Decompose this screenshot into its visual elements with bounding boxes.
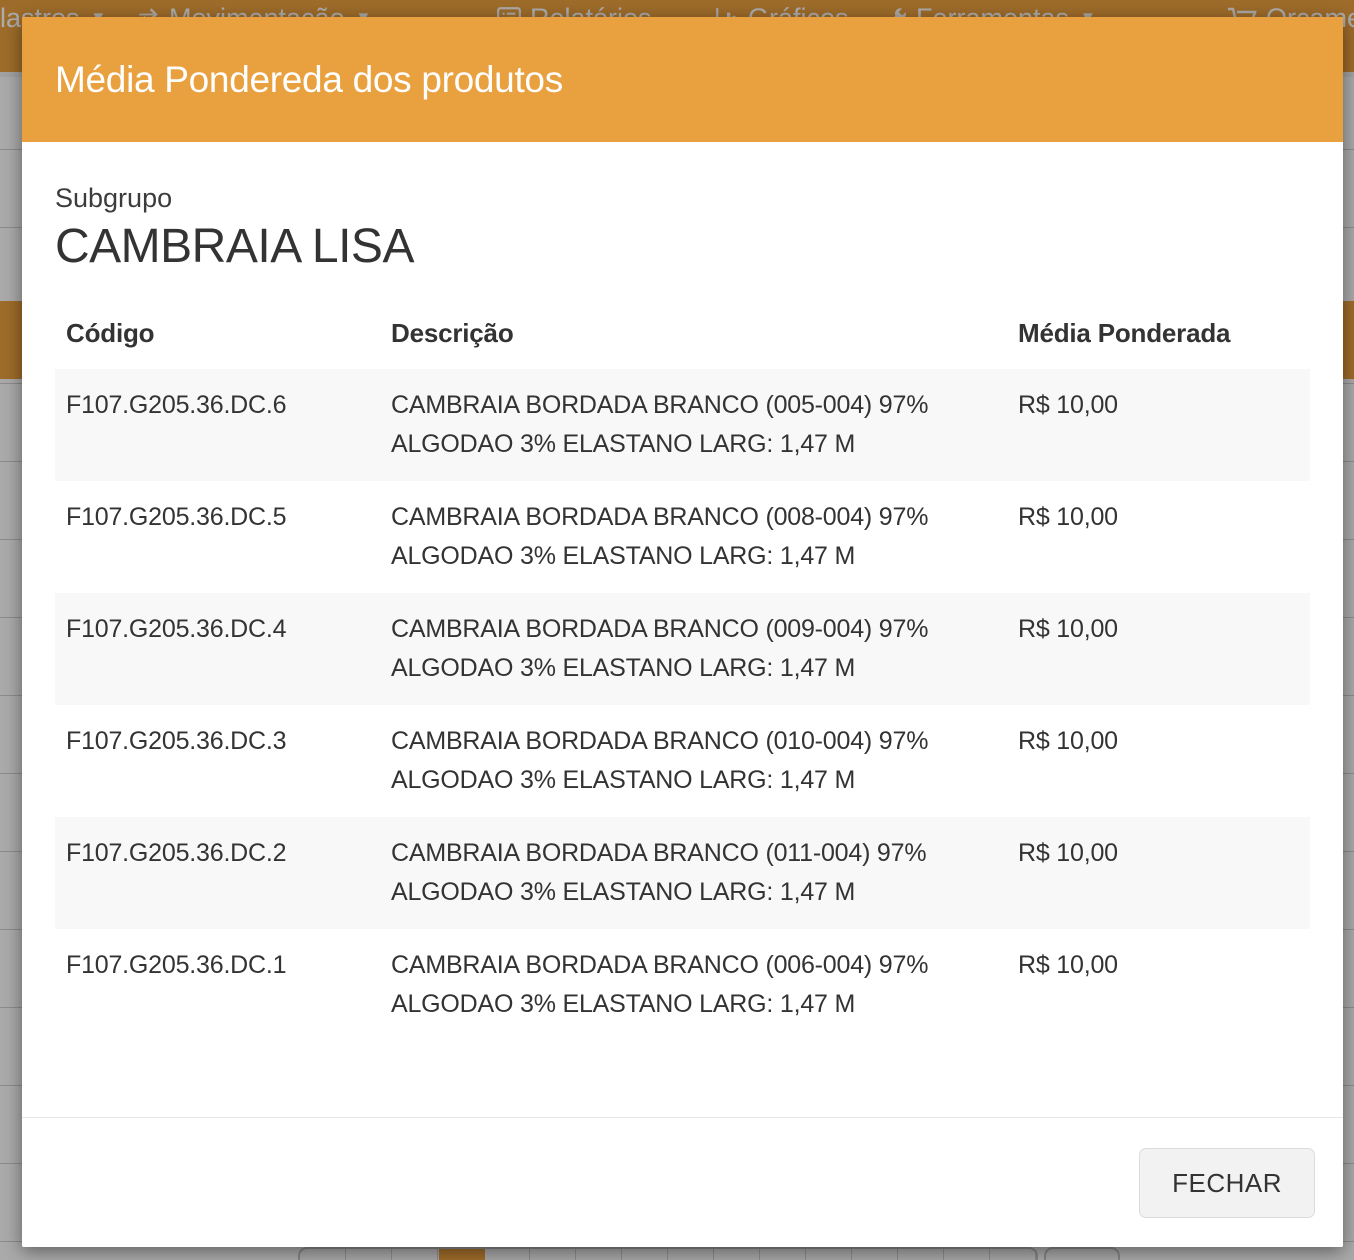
cell-descricao: CAMBRAIA BORDADA BRANCO (009-004) 97% AL… — [391, 615, 929, 682]
weighted-average-modal: Média Pondereda dos produtos Subgrupo CA… — [22, 17, 1343, 1247]
pagination-active-page[interactable] — [439, 1249, 485, 1260]
cell-media: R$ 10,00 — [1018, 727, 1118, 755]
modal-header: Média Pondereda dos produtos — [22, 17, 1343, 142]
cell-descricao: CAMBRAIA BORDADA BRANCO (008-004) 97% AL… — [391, 503, 929, 570]
cell-codigo: F107.G205.36.DC.3 — [66, 727, 287, 755]
table-header-row: Código Descrição Média Ponderada — [55, 306, 1310, 369]
cell-descricao: CAMBRAIA BORDADA BRANCO (005-004) 97% AL… — [391, 391, 929, 458]
table-row: F107.G205.36.DC.6 CAMBRAIA BORDADA BRANC… — [55, 369, 1310, 481]
column-header-descricao: Descrição — [391, 318, 514, 348]
cell-media: R$ 10,00 — [1018, 839, 1118, 867]
cell-codigo: F107.G205.36.DC.4 — [66, 615, 287, 643]
cell-descricao: CAMBRAIA BORDADA BRANCO (011-004) 97% AL… — [391, 839, 927, 906]
subgroup-value: CAMBRAIA LISA — [55, 220, 414, 273]
cell-codigo: F107.G205.36.DC.2 — [66, 839, 287, 867]
subgroup-label: Subgrupo — [55, 183, 173, 213]
table-row: F107.G205.36.DC.4 CAMBRAIA BORDADA BRANC… — [55, 593, 1310, 705]
modal-footer: FECHAR — [22, 1117, 1343, 1247]
cell-media: R$ 10,00 — [1018, 615, 1118, 643]
pagination-last-button[interactable] — [1044, 1247, 1120, 1260]
table-row: F107.G205.36.DC.5 CAMBRAIA BORDADA BRANC… — [55, 481, 1310, 593]
table-row: F107.G205.36.DC.2 CAMBRAIA BORDADA BRANC… — [55, 817, 1310, 929]
cell-media: R$ 10,00 — [1018, 503, 1118, 531]
close-button[interactable]: FECHAR — [1139, 1148, 1315, 1218]
pagination-bar[interactable] — [298, 1247, 1038, 1260]
cell-descricao: CAMBRAIA BORDADA BRANCO (010-004) 97% AL… — [391, 727, 929, 794]
cell-media: R$ 10,00 — [1018, 951, 1118, 979]
table-row: F107.G205.36.DC.3 CAMBRAIA BORDADA BRANC… — [55, 705, 1310, 817]
cell-media: R$ 10,00 — [1018, 391, 1118, 419]
products-table: Código Descrição Média Ponderada F107.G2… — [55, 306, 1310, 1041]
cell-codigo: F107.G205.36.DC.5 — [66, 503, 287, 531]
modal-title: Média Pondereda dos produtos — [55, 58, 563, 100]
cell-codigo: F107.G205.36.DC.1 — [66, 951, 287, 979]
cell-descricao: CAMBRAIA BORDADA BRANCO (006-004) 97% AL… — [391, 951, 929, 1018]
column-header-codigo: Código — [66, 318, 155, 348]
column-header-media: Média Ponderada — [1018, 318, 1231, 348]
swap-arrows-icon — [135, 5, 161, 31]
table-row: F107.G205.36.DC.1 CAMBRAIA BORDADA BRANC… — [55, 929, 1310, 1041]
modal-body: Subgrupo CAMBRAIA LISA Código Descrição … — [22, 142, 1343, 1041]
cell-codigo: F107.G205.36.DC.6 — [66, 391, 287, 419]
